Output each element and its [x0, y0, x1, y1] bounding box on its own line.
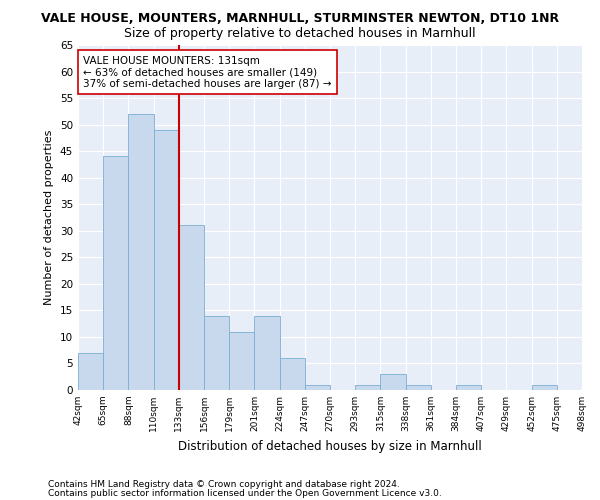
Text: Size of property relative to detached houses in Marnhull: Size of property relative to detached ho…	[124, 28, 476, 40]
Text: Contains HM Land Registry data © Crown copyright and database right 2024.: Contains HM Land Registry data © Crown c…	[48, 480, 400, 489]
Bar	[179, 226, 204, 390]
Text: VALE HOUSE, MOUNTERS, MARNHULL, STURMINSTER NEWTON, DT10 1NR: VALE HOUSE, MOUNTERS, MARNHULL, STURMINS…	[41, 12, 559, 26]
Bar	[254, 316, 280, 390]
Text: VALE HOUSE MOUNTERS: 131sqm
← 63% of detached houses are smaller (149)
37% of se: VALE HOUSE MOUNTERS: 131sqm ← 63% of det…	[83, 56, 332, 89]
Bar	[280, 358, 305, 390]
Bar	[532, 384, 557, 390]
Y-axis label: Number of detached properties: Number of detached properties	[44, 130, 55, 305]
Bar	[78, 353, 103, 390]
Bar	[456, 384, 481, 390]
Bar	[154, 130, 179, 390]
Bar	[229, 332, 254, 390]
Bar	[355, 384, 380, 390]
Bar	[103, 156, 128, 390]
Bar	[204, 316, 229, 390]
X-axis label: Distribution of detached houses by size in Marnhull: Distribution of detached houses by size …	[178, 440, 482, 452]
Bar	[128, 114, 154, 390]
Bar	[305, 384, 330, 390]
Bar	[380, 374, 406, 390]
Bar	[406, 384, 431, 390]
Text: Contains public sector information licensed under the Open Government Licence v3: Contains public sector information licen…	[48, 488, 442, 498]
